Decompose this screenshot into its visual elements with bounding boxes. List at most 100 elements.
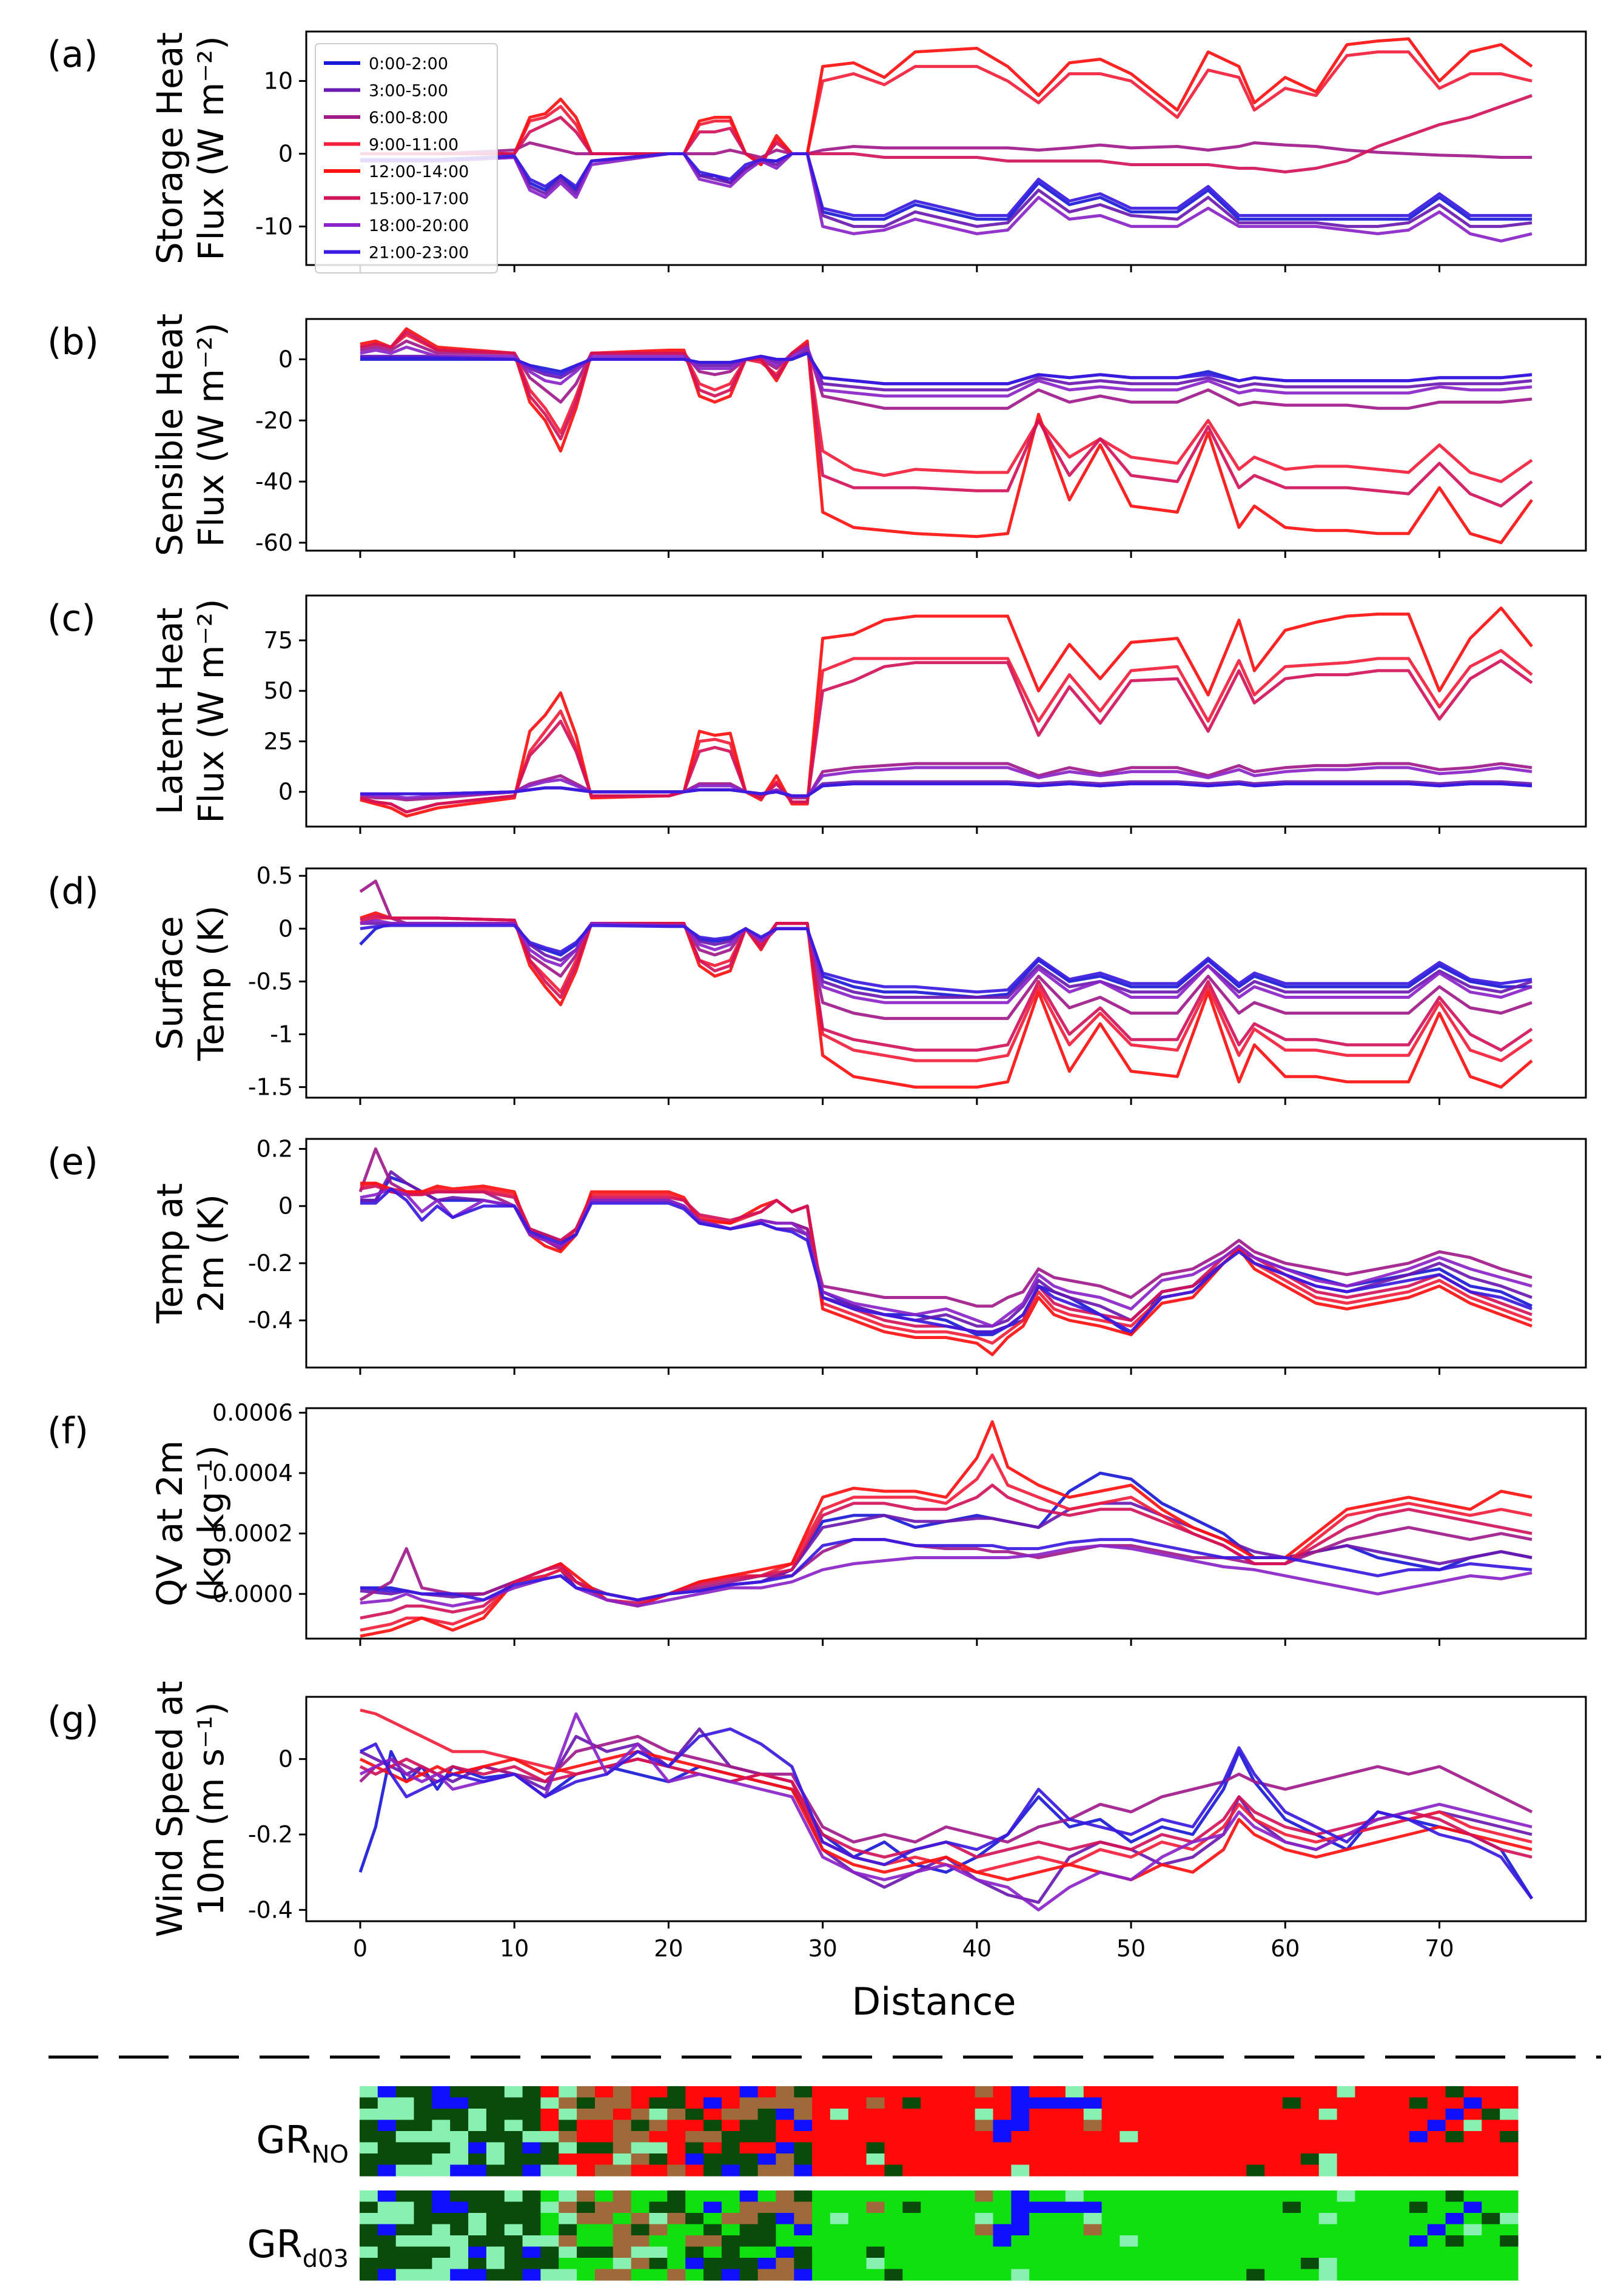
series-line: [360, 1538, 1532, 1602]
map-cell: [649, 2190, 668, 2203]
map-cell: [776, 2109, 794, 2121]
map-cell: [1138, 2190, 1156, 2203]
map-cell: [613, 2131, 632, 2143]
map-cell: [1337, 2213, 1355, 2225]
map-cell: [1120, 2246, 1138, 2258]
map-cell: [1174, 2235, 1193, 2247]
map-cell: [1500, 2120, 1519, 2132]
map-cell: [830, 2142, 849, 2154]
map-cell: [395, 2120, 415, 2132]
map-cell: [1210, 2258, 1229, 2270]
map-cell: [884, 2164, 903, 2177]
map-cell: [468, 2235, 487, 2247]
map-cell: [577, 2153, 596, 2166]
map-cell: [1065, 2258, 1084, 2270]
map-cell: [540, 2142, 559, 2154]
map-cell: [739, 2235, 759, 2247]
map-cell: [1445, 2164, 1464, 2177]
y-axis-label-line: 10m (m s⁻¹): [190, 1702, 232, 1916]
map-cell: [1373, 2109, 1392, 2121]
map-cell: [1463, 2201, 1482, 2214]
map-cell: [975, 2235, 994, 2247]
map-cell: [504, 2269, 523, 2281]
map-cell: [812, 2131, 831, 2143]
map-cell: [1083, 2190, 1103, 2203]
map-cell: [1120, 2235, 1138, 2247]
map-cell: [613, 2201, 632, 2214]
map-cell: [830, 2213, 849, 2225]
map-cell: [486, 2224, 505, 2236]
map-cell: [975, 2201, 994, 2214]
map-cell: [1011, 2142, 1030, 2154]
map-cell: [1355, 2164, 1374, 2177]
map-cell: [739, 2153, 759, 2166]
map-cell: [595, 2086, 614, 2098]
map-cell: [848, 2109, 867, 2121]
map-cell: [613, 2097, 632, 2109]
map-label-main: GR: [256, 2118, 311, 2162]
map-cell: [649, 2153, 668, 2166]
map-cell: [559, 2097, 577, 2109]
y-tick-label: 0: [278, 140, 293, 167]
map-cell: [921, 2235, 939, 2247]
map-cell: [432, 2246, 451, 2258]
map-cell: [1409, 2224, 1428, 2236]
map-cell: [794, 2086, 813, 2098]
y-tick-label: -0.4: [248, 1307, 293, 1334]
map-cell: [649, 2246, 668, 2258]
map-cell: [1500, 2086, 1519, 2098]
map-cell: [685, 2120, 704, 2132]
map-cell: [1065, 2142, 1084, 2154]
map-cell: [1101, 2190, 1120, 2203]
panel-letter: (c): [47, 597, 96, 640]
map-cell: [1391, 2224, 1410, 2236]
series-line: [360, 1420, 1532, 1638]
map-cell: [1156, 2201, 1175, 2214]
map-cell: [866, 2269, 885, 2281]
map-cell: [1264, 2190, 1283, 2203]
map-cell: [866, 2131, 885, 2143]
map-cell: [776, 2224, 794, 2236]
series-line: [360, 141, 1532, 159]
map-cell: [1264, 2224, 1283, 2236]
map-cell: [884, 2153, 903, 2166]
map-cell: [1065, 2097, 1084, 2109]
map-cell: [757, 2164, 776, 2177]
map-cell: [757, 2142, 776, 2154]
map-cell: [377, 2086, 397, 2098]
map-cell: [921, 2109, 939, 2121]
map-cell: [830, 2235, 849, 2247]
map-cell: [1029, 2213, 1048, 2225]
map-cell: [794, 2142, 813, 2154]
map-cell: [685, 2131, 704, 2143]
series-group: [360, 37, 1533, 243]
map-cell: [1101, 2213, 1120, 2225]
map-cell: [884, 2258, 903, 2270]
map-cell: [1156, 2097, 1175, 2109]
map-cell: [776, 2164, 794, 2177]
map-cell: [1156, 2258, 1175, 2270]
map-cell: [921, 2097, 939, 2109]
series-group: [360, 606, 1533, 818]
map-cell: [1083, 2258, 1103, 2270]
map-cell: [1120, 2269, 1138, 2281]
map-cell: [360, 2086, 378, 2098]
map-cell: [1373, 2213, 1392, 2225]
x-tick-label: 0: [353, 1935, 368, 1962]
map-cell: [1427, 2235, 1446, 2247]
map-cell: [721, 2153, 740, 2166]
y-tick-label: 75: [264, 627, 293, 654]
map-cell: [757, 2120, 776, 2132]
map-cell: [1391, 2190, 1410, 2203]
map-cell: [504, 2097, 523, 2109]
map-cell: [1337, 2131, 1355, 2143]
map-cell: [1300, 2201, 1320, 2214]
map-cell: [794, 2258, 813, 2270]
map-cell: [993, 2120, 1012, 2132]
map-cell: [757, 2190, 776, 2203]
map-cell: [1409, 2164, 1428, 2177]
map-cell: [794, 2190, 813, 2203]
map-cell: [468, 2213, 487, 2225]
map-cell: [902, 2097, 921, 2109]
